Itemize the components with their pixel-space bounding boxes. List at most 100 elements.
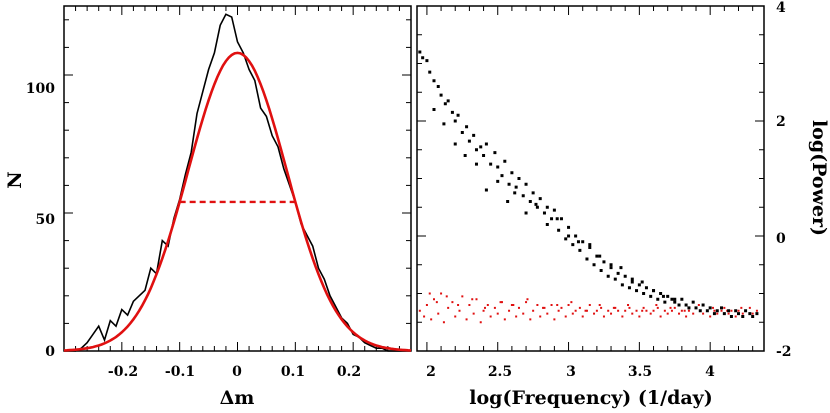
spectrum-point	[496, 179, 500, 183]
noise-point	[458, 309, 461, 312]
spectrum-point	[598, 254, 602, 258]
spectrum-point	[729, 315, 733, 318]
right-y-tick-label: 0	[776, 231, 786, 247]
noise-point	[697, 304, 700, 306]
right-y-axis-title: log(Power)	[808, 120, 830, 236]
noise-point	[638, 315, 641, 318]
spectrum-point	[545, 223, 549, 226]
left-x-tick-label: -0.1	[165, 364, 195, 380]
left-panel: -0.2 -0.1 0 0.1 0.2 0 50 100 Δm N	[4, 5, 412, 409]
noise-point	[522, 312, 525, 315]
noise-point	[628, 306, 631, 309]
noise-point	[659, 315, 662, 318]
noise-point	[557, 309, 560, 312]
spectrum-point	[484, 142, 488, 146]
left-data	[63, 13, 412, 352]
spectrum-point	[666, 294, 670, 298]
spectrum-point	[705, 309, 709, 313]
spectrum-point	[550, 217, 554, 221]
spectrum-point	[514, 185, 518, 189]
spectrum-point	[493, 151, 497, 155]
spectrum-point	[436, 85, 440, 88]
noise-point	[627, 304, 630, 306]
spectrum-point	[588, 246, 592, 249]
spectrum-point	[684, 303, 688, 307]
spectrum-point	[592, 263, 596, 267]
noise-point	[635, 309, 638, 312]
noise-point	[486, 304, 489, 306]
spectrum-point	[432, 108, 436, 111]
spectrum-point	[619, 266, 623, 270]
noise-point	[454, 315, 457, 318]
noise-point	[712, 306, 715, 309]
spectrum-point	[418, 50, 422, 54]
histogram-line	[64, 13, 411, 352]
spectrum-point	[474, 148, 478, 152]
spectrum-point	[453, 142, 457, 146]
spectrum-point	[741, 315, 745, 318]
noise-point	[493, 306, 496, 309]
noise-point	[598, 304, 601, 306]
noise-point	[610, 312, 613, 315]
spectrum-point	[630, 280, 634, 284]
spectrum-point	[640, 280, 644, 284]
noise-point	[574, 309, 577, 312]
noise-point	[435, 301, 438, 304]
noise-point	[624, 309, 627, 312]
noise-point	[755, 309, 758, 312]
spectrum-point	[531, 191, 535, 195]
noise-point	[564, 315, 567, 318]
noise-point	[593, 312, 596, 315]
noise-point	[737, 309, 740, 312]
noise-point	[678, 312, 681, 315]
left-y-axis-title: N	[4, 171, 26, 188]
spectrum-point	[585, 257, 589, 261]
spectrum-point	[517, 177, 521, 180]
noise-point	[649, 312, 652, 315]
spectrum-point	[581, 240, 585, 244]
noise-point	[442, 321, 445, 324]
spectrum-point	[677, 303, 681, 307]
spectrum-point	[620, 283, 624, 287]
right-x-axis-title: log(Frequency) (1/day)	[469, 387, 712, 409]
spectrum-point	[467, 139, 471, 143]
spectrum-point	[510, 171, 514, 175]
noise-point	[471, 298, 474, 301]
noise-point	[525, 301, 528, 304]
spectrum-point	[755, 312, 759, 316]
spectrum-point	[538, 197, 542, 201]
spectrum-point	[659, 292, 663, 295]
spectrum-point	[661, 294, 665, 298]
spectrum-point	[734, 309, 738, 313]
noise-point	[621, 315, 624, 318]
right-ticks	[417, 5, 764, 352]
noise-point	[503, 318, 506, 321]
noise-point	[740, 306, 743, 309]
noise-point	[437, 312, 440, 315]
spectrum-point	[428, 70, 432, 74]
spectrum-point	[687, 306, 691, 310]
noise-point	[515, 315, 518, 318]
right-panel: 2 2.5 3 3.5 4 -2 0 2 4 log(Frequency) (1…	[416, 0, 830, 409]
spectrum-point	[472, 133, 476, 137]
noise-point	[550, 304, 553, 306]
spectrum-point	[588, 243, 592, 247]
spectrum-point	[552, 208, 556, 212]
noise-point	[428, 292, 431, 295]
noise-point	[642, 306, 645, 309]
right-y-tick-label: -2	[776, 344, 792, 360]
left-plot-frame	[63, 5, 412, 352]
noise-point	[578, 306, 581, 309]
noise-point	[702, 312, 705, 315]
noise-point	[457, 304, 460, 306]
spectrum-point	[432, 79, 436, 83]
noise-point	[517, 306, 520, 309]
noise-point	[692, 312, 695, 315]
noise-point	[748, 306, 751, 309]
spectrum-point	[748, 312, 752, 316]
right-data	[418, 50, 759, 324]
spectrum-point	[453, 119, 457, 123]
spectrum-point	[443, 102, 447, 106]
spectrum-point	[524, 182, 528, 186]
